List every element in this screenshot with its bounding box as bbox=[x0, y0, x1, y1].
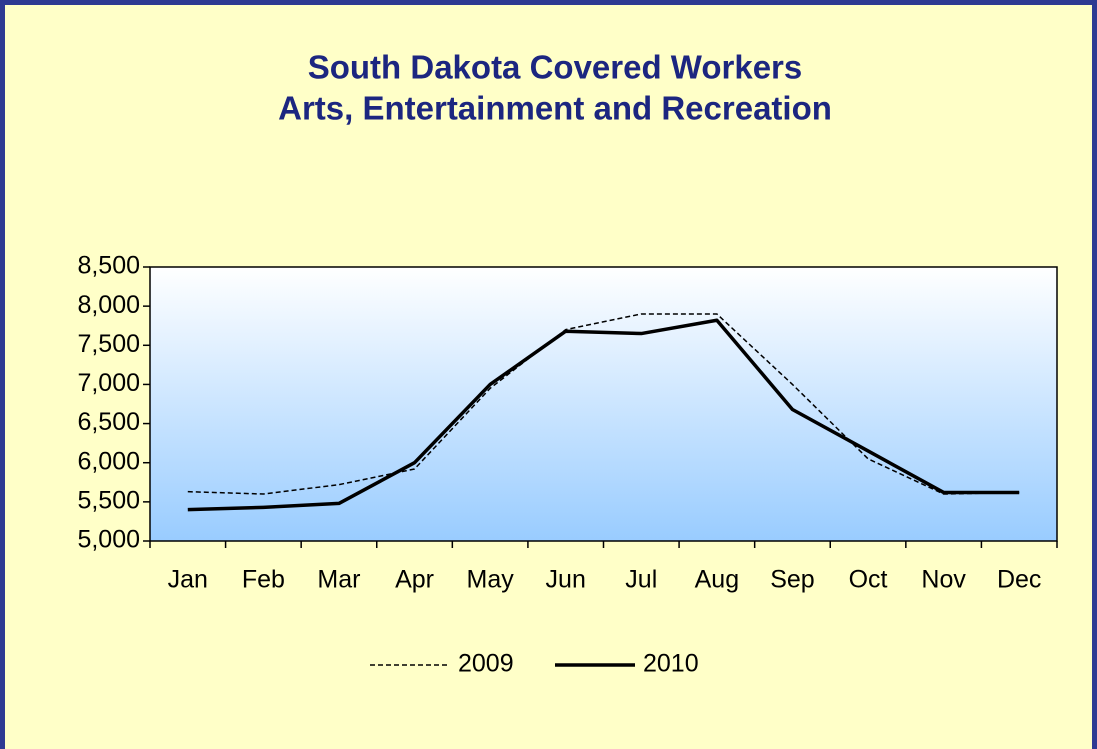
x-tick-label: Oct bbox=[849, 566, 888, 594]
x-tick-label: Jun bbox=[546, 566, 586, 594]
y-tick-label: 6,000 bbox=[77, 447, 140, 475]
y-tick-label: 6,500 bbox=[77, 408, 140, 436]
x-tick-label: Jul bbox=[625, 566, 657, 594]
plot-area bbox=[149, 266, 1058, 542]
x-tick-label: Nov bbox=[921, 566, 966, 594]
series-line bbox=[187, 318, 1020, 512]
legend-label: 2010 bbox=[643, 650, 699, 678]
x-tick-label: Jan bbox=[168, 566, 208, 594]
y-tick-label: 8,000 bbox=[77, 291, 140, 319]
chart-title: South Dakota Covered Workers bbox=[308, 49, 803, 86]
x-tick-label: Mar bbox=[317, 566, 360, 594]
y-tick-label: 8,500 bbox=[77, 252, 140, 280]
series-line bbox=[187, 313, 1020, 495]
chart-title: Arts, Entertainment and Recreation bbox=[278, 90, 832, 127]
x-tick-label: Dec bbox=[997, 566, 1041, 594]
x-tick-label: Apr bbox=[395, 566, 434, 594]
x-tick-label: Sep bbox=[770, 566, 814, 594]
x-tick-label: May bbox=[467, 566, 515, 594]
y-tick-label: 7,500 bbox=[77, 330, 140, 358]
y-tick-label: 7,000 bbox=[77, 369, 140, 397]
y-tick-label: 5,500 bbox=[77, 486, 140, 514]
y-tick-label: 5,000 bbox=[77, 526, 140, 554]
legend-label: 2009 bbox=[458, 650, 514, 678]
x-tick-label: Feb bbox=[242, 566, 285, 594]
x-tick-label: Aug bbox=[695, 566, 739, 594]
